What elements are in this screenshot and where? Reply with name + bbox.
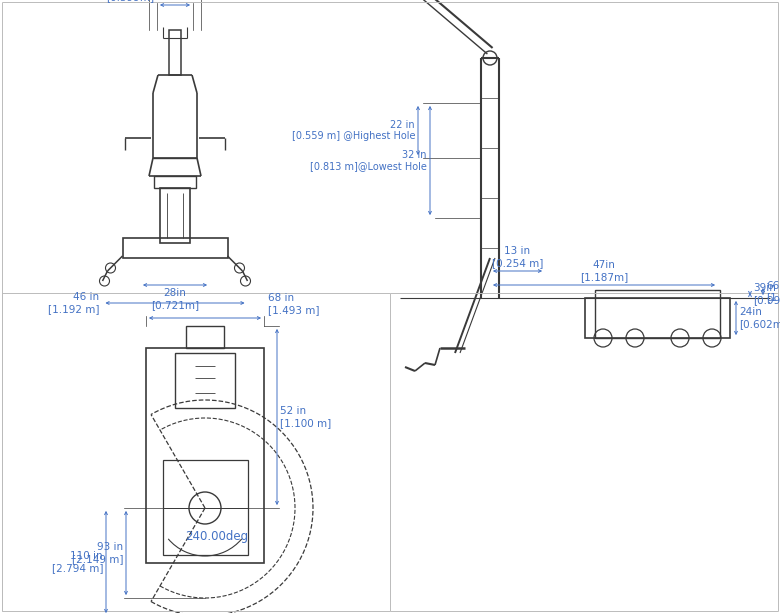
Bar [122,238,228,258]
Text: 24in
[0.602m]: 24in [0.602m] [739,307,780,329]
Text: 16in
[0.399m]: 16in [0.399m] [106,0,154,2]
Text: 28in
[0.721m]: 28in [0.721m] [151,288,199,310]
Text: 240.00deg: 240.00deg [185,530,248,543]
Text: 93 in
[2.149 m]: 93 in [2.149 m] [72,543,123,564]
Bar [146,348,264,563]
Text: 47in
[1.187m]: 47in [1.187m] [580,261,628,282]
Bar [595,290,720,338]
Text: 66in
[1.681m]: 66in [1.681m] [766,281,780,302]
Bar [162,460,247,555]
Text: 110 in
[2.794 m]: 110 in [2.794 m] [51,551,103,573]
Text: 46 in
[1.192 m]: 46 in [1.192 m] [48,292,100,314]
Text: 39in
[0.997m]: 39in [0.997m] [753,283,780,305]
Text: 68 in
[1.493 m]: 68 in [1.493 m] [268,294,320,315]
Text: 32 in
[0.813 m]@Lowest Hole: 32 in [0.813 m]@Lowest Hole [310,150,427,171]
Bar [585,298,730,338]
Bar [186,326,224,348]
Bar [169,30,181,75]
Text: 22 in
[0.559 m] @Highest Hole: 22 in [0.559 m] @Highest Hole [292,120,415,142]
Text: 13 in
[0.254 m]: 13 in [0.254 m] [492,246,543,268]
Bar [154,176,196,188]
Bar [175,353,235,408]
Bar [160,188,190,243]
Text: 52 in
[1.100 m]: 52 in [1.100 m] [280,406,332,428]
